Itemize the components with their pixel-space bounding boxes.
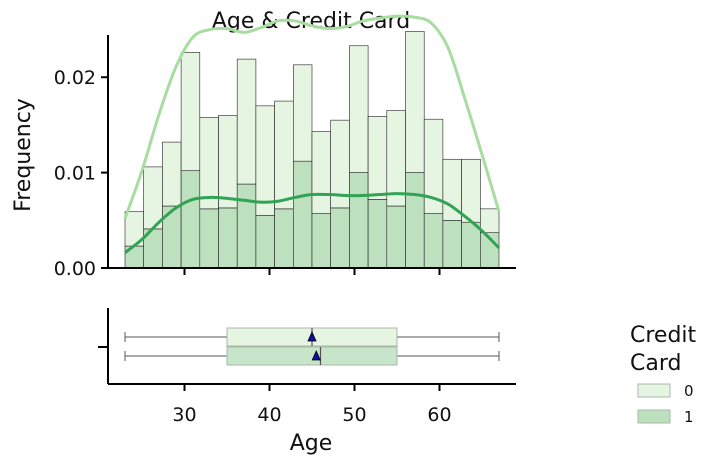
histogram-bar-series-1 bbox=[461, 221, 481, 269]
histogram-bar-series-1 bbox=[180, 170, 201, 269]
histogram-bar-series-0 bbox=[367, 116, 388, 200]
histogram-bar-series-1 bbox=[255, 215, 275, 269]
histogram-bar-series-1 bbox=[311, 213, 332, 269]
histogram-bar-series-0 bbox=[143, 166, 163, 230]
histogram-bar-series-0 bbox=[405, 31, 425, 173]
histogram-bar-series-1 bbox=[386, 205, 406, 269]
histogram-bar-series-0 bbox=[255, 105, 275, 216]
x-tick-label: 60 bbox=[427, 404, 451, 426]
histogram-bar-series-1 bbox=[367, 199, 388, 269]
chart-title: Age & Credit Card bbox=[212, 9, 410, 34]
histogram-bar-series-0 bbox=[292, 64, 313, 162]
histogram-bar-series-0 bbox=[311, 131, 332, 214]
legend-title: Credit bbox=[630, 323, 697, 348]
histogram-bar-series-1 bbox=[349, 172, 369, 269]
x-tick-label: 30 bbox=[172, 404, 196, 426]
histogram-bar-series-0 bbox=[274, 100, 294, 210]
legend-swatch-series-0 bbox=[637, 383, 671, 398]
x-tick-label: 50 bbox=[342, 404, 366, 426]
histogram-bar-series-1 bbox=[292, 160, 313, 269]
histogram-plot: 0.00 0.01 0.02 bbox=[54, 14, 516, 280]
y-tick-label: 0.01 bbox=[54, 163, 96, 185]
histogram-bar-series-0 bbox=[236, 58, 257, 185]
histogram-bar-series-0 bbox=[218, 115, 238, 209]
y-tick-label: 0.02 bbox=[54, 67, 96, 89]
legend-swatch-series-1 bbox=[637, 409, 671, 424]
histogram-bar-series-0 bbox=[386, 110, 406, 207]
histogram-bar-series-0 bbox=[199, 116, 219, 210]
boxplot-plot: 30 40 50 60 bbox=[98, 308, 516, 426]
histogram-bar-series-0 bbox=[180, 52, 201, 172]
legend-title: Card bbox=[630, 351, 681, 376]
histogram-bar-series-1 bbox=[199, 208, 219, 269]
histogram-bar-series-1 bbox=[442, 220, 462, 269]
histogram-bar-series-1 bbox=[218, 207, 238, 269]
histogram-bar-series-1 bbox=[330, 207, 350, 269]
legend-label-series-0: 0 bbox=[684, 382, 694, 400]
histogram-bar-series-1 bbox=[423, 213, 444, 269]
histogram-bar-series-1 bbox=[405, 172, 425, 269]
histogram-bar-series-0 bbox=[461, 158, 481, 223]
histogram-bar-series-0 bbox=[162, 141, 182, 207]
x-tick-label: 40 bbox=[257, 404, 281, 426]
histogram-bar-series-0 bbox=[349, 45, 369, 173]
kde-line-series-1 bbox=[124, 192, 501, 254]
histogram-bar-series-1 bbox=[236, 183, 257, 269]
y-tick-label: 0.00 bbox=[54, 258, 96, 280]
x-axis-label: Age bbox=[290, 431, 333, 456]
kde-line-series-0 bbox=[123, 14, 501, 219]
histogram-bar-series-0 bbox=[479, 208, 500, 234]
box-mean-marker-series-1 bbox=[311, 350, 321, 361]
box-iqr-series-1 bbox=[226, 346, 398, 366]
y-axis-label: Frequency bbox=[11, 98, 36, 212]
box-mean-marker-series-0 bbox=[307, 331, 317, 342]
legend-label-series-1: 1 bbox=[684, 408, 694, 426]
histogram-bar-series-1 bbox=[274, 208, 294, 269]
